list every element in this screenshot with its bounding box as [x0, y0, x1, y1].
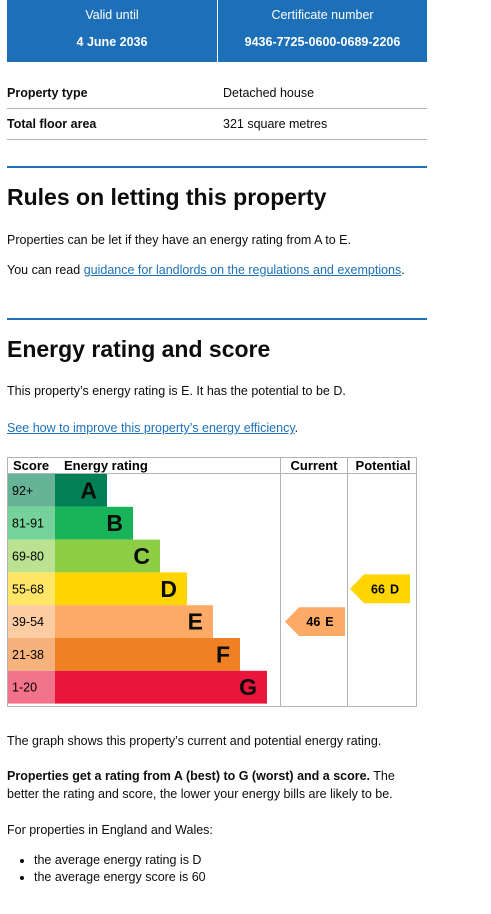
- box-value: 9436-7725-0600-0689-2206: [244, 35, 401, 49]
- section-rule: [7, 166, 427, 168]
- current-arrow: [285, 607, 345, 636]
- box-value: 4 June 2036: [76, 35, 148, 49]
- paragraph: This property’s energy rating is E. It h…: [7, 384, 346, 398]
- potential-rating: D: [390, 582, 399, 596]
- paragraph: See how to improve this property’s energ…: [7, 419, 298, 437]
- score-range: 81-91: [12, 517, 44, 531]
- score-cell: [8, 638, 55, 671]
- rating-bar: [55, 638, 240, 671]
- row-value: Detached house: [223, 86, 315, 100]
- rating-bar: [55, 670, 267, 704]
- score-range: 55-68: [12, 582, 44, 596]
- paragraph: For properties in England and Wales:: [7, 823, 213, 837]
- certificate-box: Certificate number 9436-7725-0600-0689-2…: [218, 0, 427, 62]
- rating-letter: F: [216, 641, 230, 667]
- box-label: Certificate number: [271, 8, 374, 22]
- link[interactable]: See how to improve this property’s energ…: [7, 421, 295, 435]
- score-cell: [8, 572, 55, 606]
- rating-letter: B: [106, 510, 123, 536]
- potential-arrow: [350, 574, 410, 604]
- bold-text: Properties get a rating from A (best) to…: [7, 769, 371, 783]
- row-value: 321 square metres: [223, 117, 328, 131]
- property-row: Property type Detached house: [7, 78, 427, 109]
- current-label: 46 E: [306, 615, 333, 629]
- rating-bar: [55, 605, 213, 638]
- text: The better the rating and score, the low…: [7, 769, 395, 801]
- paragraph: You can read guidance for landlords on t…: [7, 261, 405, 279]
- column-header: Score: [13, 458, 49, 473]
- text: .: [401, 263, 405, 277]
- text: .: [294, 421, 299, 435]
- column-header: Energy rating: [64, 458, 148, 473]
- score-range: 1-20: [12, 681, 37, 695]
- paragraph: Properties can be let if they have an en…: [7, 233, 351, 247]
- property-row: Total floor area 321 square metres: [7, 109, 427, 140]
- current-score: 46: [306, 615, 320, 629]
- column-header: Potential: [356, 458, 411, 473]
- box-label: Valid until: [85, 8, 139, 22]
- heading: Energy rating and score: [7, 336, 271, 362]
- rating-bar: [55, 506, 133, 540]
- score-cell: [8, 670, 55, 704]
- row-key: Property type: [7, 86, 88, 100]
- list-item: the average energy rating is D: [34, 852, 206, 869]
- rating-bar: [55, 539, 160, 573]
- paragraph: The graph shows this property’s current …: [7, 734, 382, 748]
- score-cell: [8, 474, 55, 507]
- list-item: the average energy score is 60: [34, 869, 206, 886]
- rating-letter: A: [80, 477, 97, 503]
- score-range: 92+: [12, 484, 33, 498]
- list: the average energy rating is D the avera…: [7, 852, 206, 886]
- potential-label: 66 D: [371, 582, 399, 596]
- potential-score: 66: [371, 582, 385, 596]
- current-rating: E: [325, 615, 333, 629]
- column-header: Current: [291, 458, 339, 473]
- chart-frame: [7, 457, 417, 707]
- row-key: Total floor area: [7, 117, 97, 131]
- rating-letter: C: [133, 543, 150, 569]
- heading: Rules on letting this property: [7, 184, 327, 210]
- link[interactable]: guidance for landlords on the regulation…: [83, 263, 402, 277]
- text: You can read: [7, 263, 84, 277]
- score-cell: [8, 605, 55, 638]
- rating-letter: E: [188, 609, 203, 635]
- score-cell: [8, 539, 55, 573]
- rating-bar: [55, 474, 107, 507]
- score-range: 69-80: [12, 550, 44, 564]
- paragraph: Properties get a rating from A (best) to…: [7, 767, 407, 803]
- valid-box: Valid until 4 June 2036: [7, 0, 217, 62]
- rating-chart: Score Energy rating Current Potential 92+ A 81…: [7, 457, 417, 707]
- score-range: 21-38: [12, 648, 44, 662]
- section-rule: [7, 318, 427, 320]
- rating-letter: G: [239, 674, 257, 700]
- rating-bar: [55, 572, 187, 606]
- score-range: 39-54: [12, 615, 44, 629]
- score-cell: [8, 506, 55, 540]
- rating-letter: D: [160, 576, 177, 602]
